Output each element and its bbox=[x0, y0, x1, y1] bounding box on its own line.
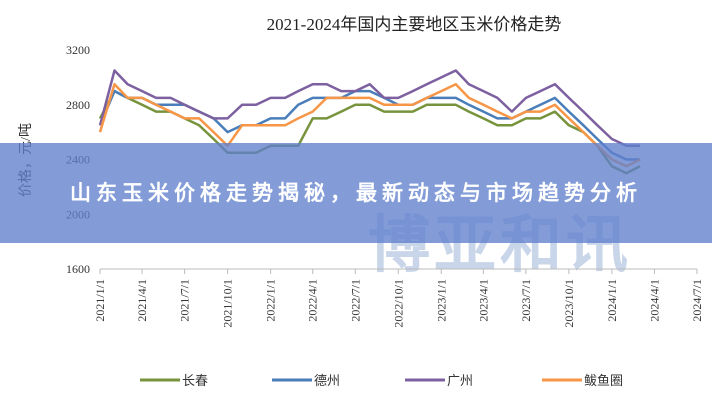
legend-label: 德州 bbox=[314, 373, 340, 388]
x-tick-label: 2023/1/1 bbox=[434, 279, 448, 322]
x-tick-label: 2021/7/1 bbox=[178, 279, 192, 322]
banner-text: 山东玉米价格走势揭秘，最新动态与市场趋势分析 bbox=[70, 181, 642, 205]
x-tick-label: 2022/10/1 bbox=[391, 279, 405, 328]
x-tick-label: 2024/1/1 bbox=[605, 279, 619, 322]
x-tick-label: 2023/4/1 bbox=[476, 279, 490, 322]
series-line bbox=[98, 69, 640, 148]
legend-label: 广州 bbox=[447, 373, 473, 388]
x-tick-label: 2022/1/1 bbox=[264, 279, 278, 322]
x-tick-label: 2021/4/1 bbox=[135, 279, 149, 322]
y-tick-label: 2800 bbox=[66, 98, 90, 112]
x-tick-label: 2024/7/1 bbox=[690, 279, 704, 322]
x-tick-label: 2023/10/1 bbox=[562, 279, 576, 328]
chart-title: 2021-2024年国内主要地区玉米价格走势 bbox=[267, 15, 562, 34]
x-tick-label: 2023/7/1 bbox=[519, 279, 533, 322]
banner: 山东玉米价格走势揭秘，最新动态与市场趋势分析 bbox=[0, 143, 712, 243]
y-tick-label: 1600 bbox=[66, 262, 90, 276]
series-line bbox=[98, 89, 641, 175]
series-line bbox=[98, 82, 641, 168]
x-tick-label: 2022/7/1 bbox=[348, 279, 362, 322]
x-tick-label: 2022/4/1 bbox=[306, 279, 320, 322]
x-tick-label: 2021/10/1 bbox=[221, 279, 235, 328]
x-tick-label: 2021/1/1 bbox=[93, 279, 107, 322]
legend-label: 鲅鱼圈 bbox=[584, 373, 623, 388]
x-tick-label: 2024/4/1 bbox=[647, 279, 661, 322]
legend-label: 长春 bbox=[182, 373, 208, 388]
y-tick-label: 3200 bbox=[66, 43, 90, 57]
